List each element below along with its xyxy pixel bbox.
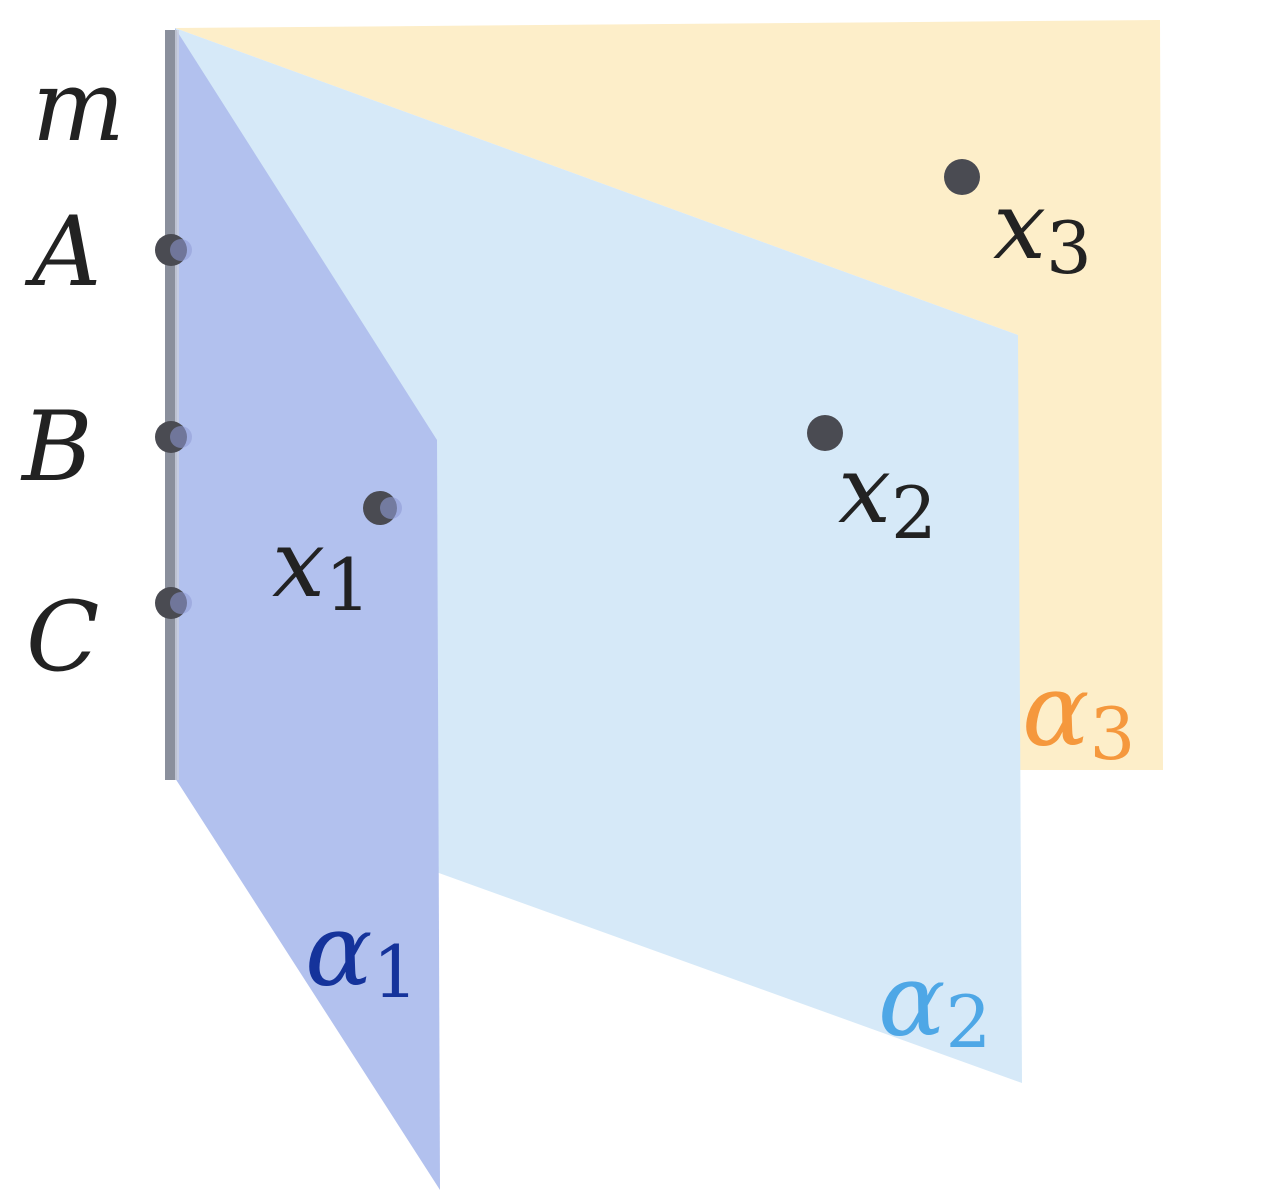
label-x2-symbol: x xyxy=(838,436,891,545)
point-x2 xyxy=(807,415,843,451)
label-x1-symbol: x xyxy=(272,510,325,619)
point-A xyxy=(155,234,192,266)
label-x3-sub: 3 xyxy=(1046,206,1092,290)
point-C-shade xyxy=(170,592,192,614)
plane-alpha-3 xyxy=(175,20,1163,770)
label-x1-sub: 1 xyxy=(325,543,371,627)
label-m: m xyxy=(32,50,125,164)
line-m-highlight xyxy=(175,30,179,780)
plane-alpha-1 xyxy=(175,28,440,1190)
point-C xyxy=(155,587,192,619)
label-alpha-3: α3 xyxy=(1022,652,1135,776)
point-B xyxy=(155,421,192,453)
label-alpha-2-symbol: α xyxy=(878,942,946,1059)
label-x1: x1 xyxy=(272,510,371,627)
label-B: B xyxy=(20,391,93,503)
label-C: C xyxy=(26,581,99,693)
label-x2: x2 xyxy=(838,436,937,555)
point-x1 xyxy=(363,491,402,525)
label-alpha-1-sub: 1 xyxy=(373,930,419,1014)
label-x3: x3 xyxy=(993,172,1092,290)
label-alpha-2: α2 xyxy=(878,942,991,1064)
point-x3 xyxy=(944,159,980,195)
label-A: A xyxy=(24,196,101,308)
label-x2-sub: 2 xyxy=(891,471,937,555)
point-x1-shade xyxy=(380,497,402,519)
label-alpha-1: α1 xyxy=(305,892,418,1014)
label-alpha-3-sub: 3 xyxy=(1090,692,1136,776)
label-alpha-1-symbol: α xyxy=(305,892,373,1009)
point-A-shade xyxy=(170,239,192,261)
label-alpha-3-symbol: α xyxy=(1022,652,1090,769)
label-alpha-2-sub: 2 xyxy=(946,980,992,1064)
label-x3-symbol: x xyxy=(993,172,1046,281)
point-B-shade xyxy=(170,426,192,448)
